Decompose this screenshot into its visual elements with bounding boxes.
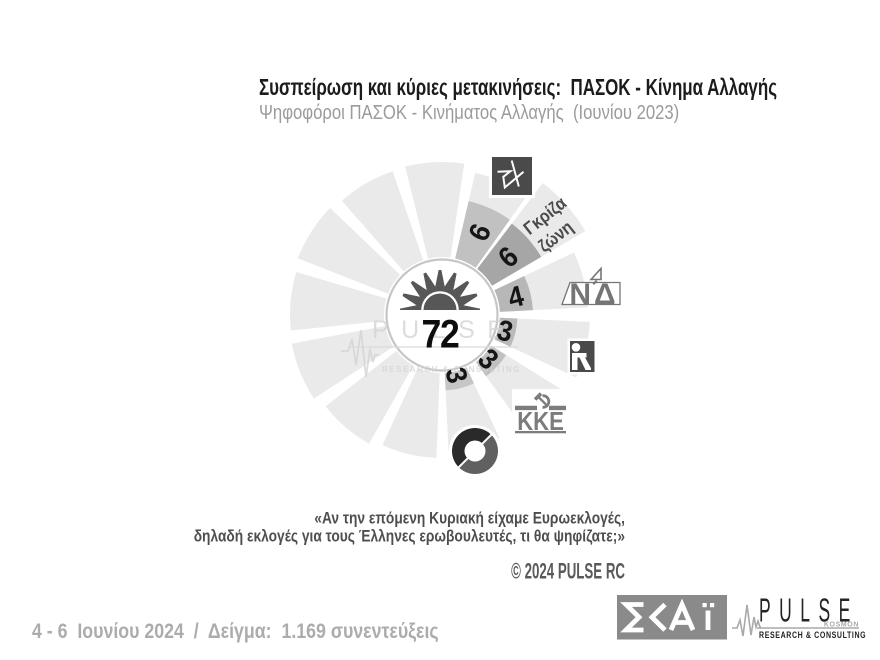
svg-text:72: 72	[422, 313, 459, 357]
svg-text:© 2024 PULSE RC: © 2024 PULSE RC	[511, 559, 625, 583]
svg-text:ΝΔ: ΝΔ	[569, 278, 618, 311]
svg-text:PULSE: PULSE	[759, 592, 859, 629]
svg-text:4 - 6 Ιουνίου 2024 / Δείγμα: 4 - 6 Ιουνίου 2024 / Δείγμα: 1.169 συνεν…	[32, 620, 439, 644]
svg-text:RESEARCH & CONSULTING: RESEARCH & CONSULTING	[382, 365, 521, 374]
svg-text:Συσπείρωση και κύριες μετακινή: Συσπείρωση και κύριες μετακινήσεις: ΠΑΣΟ…	[259, 76, 777, 101]
svg-text:RESEARCH & CONSULTING: RESEARCH & CONSULTING	[759, 630, 866, 640]
svg-text:«Αν την επόμενη Κυριακή είχαμε: «Αν την επόμενη Κυριακή είχαμε Ευρωεκλογ…	[314, 509, 625, 528]
svg-text:PULSE: PULSE	[372, 316, 516, 344]
svg-text:Ψηφοφόροι ΠΑΣΟΚ - Κινήματος Αλ: Ψηφοφόροι ΠΑΣΟΚ - Κινήματος Αλλαγής (Ιου…	[259, 100, 679, 123]
svg-text:KOSMON: KOSMON	[824, 622, 859, 629]
svg-text:KKE: KKE	[517, 407, 564, 436]
svg-text:δηλαδή εκλογές για τους Έλληνε: δηλαδή εκλογές για τους Έλληνες ερωβουλε…	[194, 527, 625, 546]
